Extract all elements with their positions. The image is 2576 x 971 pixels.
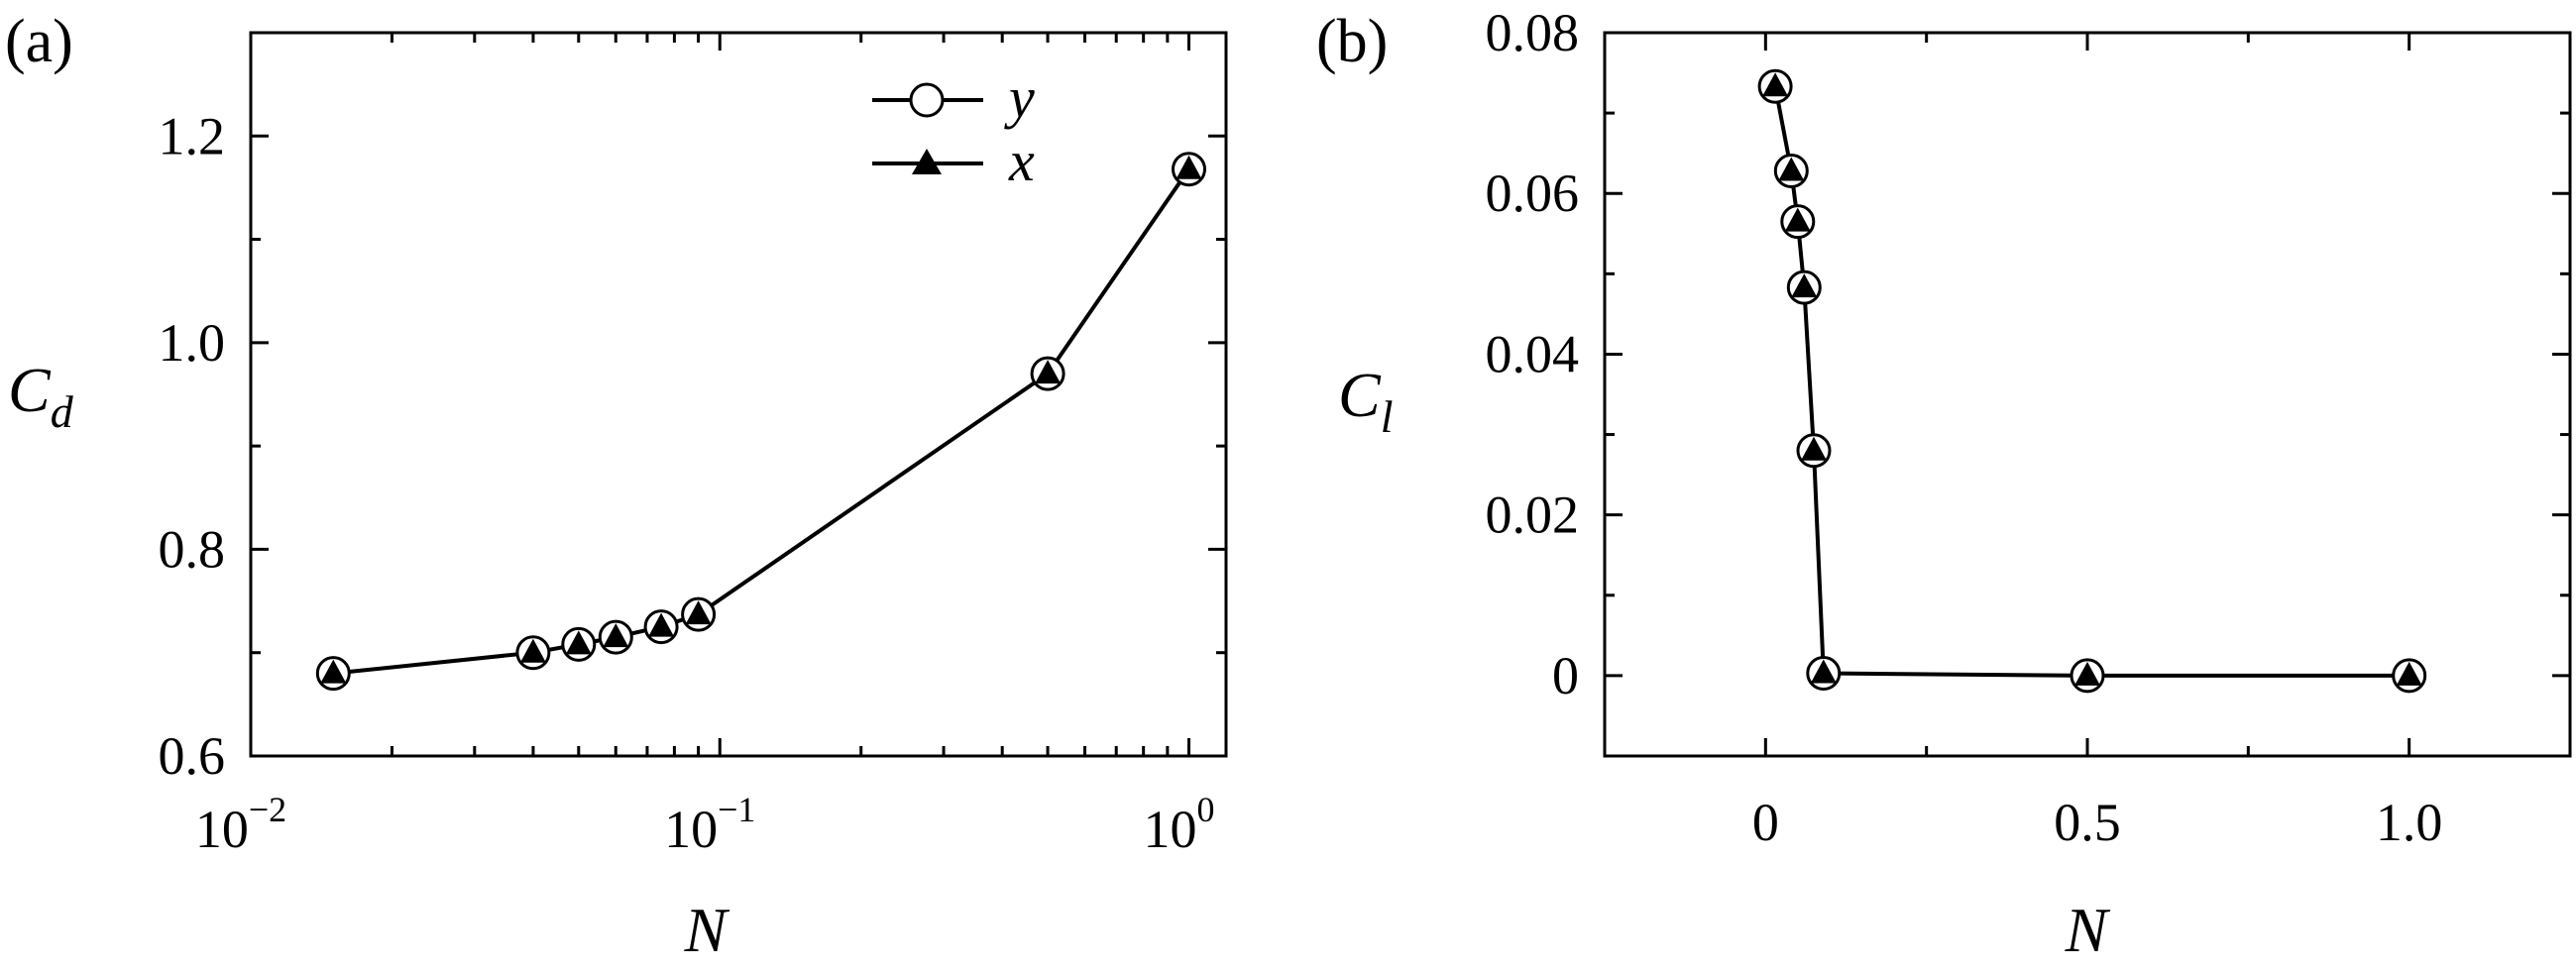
panel-b-x-tick-labels: 0 0.5 1.0 [1752,793,2443,852]
panel-a-point-x-4 [648,612,675,637]
panel-b-ticks [1603,31,2572,758]
panel-b-point-x-0 [1762,72,1789,97]
panel-b-ytick-label: 0.04 [1486,324,1580,383]
panel-a-point-x-3 [603,623,629,648]
legend-marker-y [909,82,945,118]
panel-b-axes-frame [1603,31,2572,758]
panel-a-xlabel: N [684,895,730,965]
panel-a-y-tick-labels: 0.6 0.8 1.0 1.2 [159,106,226,786]
panel-b-xtick-label: 0.5 [2054,793,2121,852]
tick-base: 10 [664,800,718,859]
panel-a-ylabel: Cd [8,355,74,437]
panel-a-ytick-label: 1.0 [159,313,226,373]
panel-a-point-x-2 [565,630,592,655]
panel-b-point-x-2 [1784,207,1811,232]
panel-a-x-tick-labels: 10−2 10−1 100 [195,790,1215,859]
panel-b-y-tick-labels: 0 0.02 0.04 0.06 0.08 [1486,3,1580,705]
panel-b-point-x-4 [1801,436,1827,461]
panel-a-ticks [249,31,1226,758]
panel-b-point-x-6 [2074,661,2100,686]
panel-b-label: (b) [1316,8,1388,75]
panel-b-xlabel: N [2065,895,2111,965]
panel-b-ylabel-main: C [1338,360,1382,430]
panel-b-cl-vs-n: (b) 0 0.02 0.04 0.06 0.08 0 0.5 1.0 N Cl [1316,3,2572,965]
panel-a-point-x-1 [519,638,546,663]
panel-b-ytick-label: 0 [1552,646,1579,705]
tick-exponent: −1 [718,790,755,829]
panel-a-data [315,152,1206,692]
panel-b-point-x-1 [1778,157,1805,181]
legend: y x [872,65,1035,193]
panel-b-ytick-label: 0.06 [1486,163,1580,223]
panel-b-point-x-5 [1810,659,1837,684]
panel-b-xtick-label: 1.0 [2376,793,2443,852]
panel-b-ytick-label: 0.02 [1486,486,1580,545]
panel-b-ytick-label: 0.08 [1486,3,1580,62]
panel-b-ylabel: Cl [1338,360,1393,442]
panel-a-series-line [333,167,1191,676]
tick-exponent: 0 [1197,790,1215,829]
panel-a-ytick-label: 1.2 [159,106,226,165]
panel-b-ylabel-sub: l [1381,391,1394,442]
panel-a-ylabel-main: C [8,355,52,425]
panel-b-point-x-7 [2396,661,2422,686]
panel-a-point-x-7 [1176,155,1202,179]
panel-a-point-x-5 [685,600,712,625]
panel-a-ylabel-sub: d [51,386,74,437]
panel-a-ytick-label: 0.8 [159,519,226,579]
panel-a-xtick-label: 10−1 [664,790,755,859]
panel-a-xtick-label: 10−2 [195,790,286,859]
legend-marker-x [912,149,942,174]
panel-a-label: (a) [5,8,73,75]
panel-a-xtick-label: 100 [1144,790,1215,859]
panel-b-data [1757,68,2427,694]
panel-a-cd-vs-n: (a) 0.60.81.01.2 10−2 10−1 100 N Cd y x [5,8,1228,965]
panel-a-point-x-6 [1035,360,1062,384]
panel-a-axes-frame [249,31,1228,758]
panel-b-point-x-3 [1791,273,1818,298]
tick-base: 10 [195,800,249,859]
panel-a-point-x-0 [320,659,347,684]
tick-base: 10 [1144,800,1197,859]
legend-label-x: x [1008,129,1035,193]
panel-a-ytick-label: 0.6 [159,726,226,786]
panel-b-series-line [1773,85,2409,678]
panel-b-xtick-label: 0 [1752,793,1779,852]
legend-label-y: y [1004,65,1035,130]
tick-exponent: −2 [249,790,286,829]
